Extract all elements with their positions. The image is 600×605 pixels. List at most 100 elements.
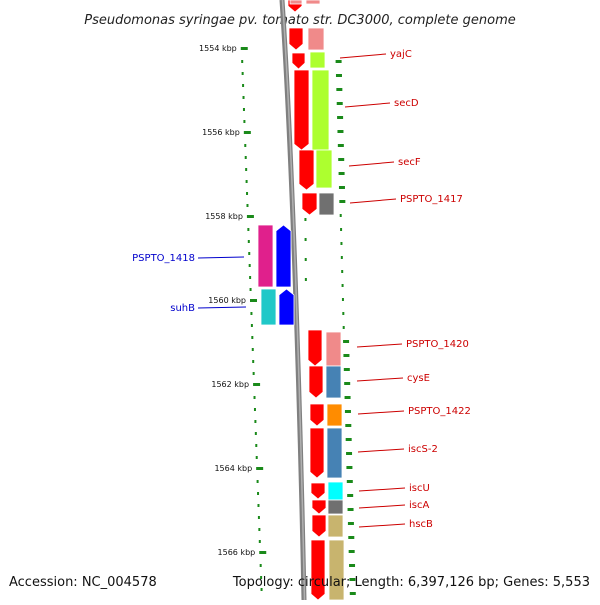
cds-arrow	[288, 27, 304, 51]
outer-dot	[335, 60, 342, 63]
cog-box	[315, 149, 333, 189]
sequence-backbone-highlight	[281, 0, 306, 601]
scale-label-1564: 1564 kbp	[214, 464, 252, 473]
gene-features	[257, 0, 345, 601]
outer-dot	[348, 536, 355, 539]
scale-dot	[255, 456, 258, 459]
scale-dot	[245, 180, 248, 183]
scale-dot	[242, 96, 245, 99]
cds-arrow	[310, 482, 326, 500]
gene-label-secF[interactable]: secF	[398, 157, 421, 168]
scale-label-1562: 1562 kbp	[211, 380, 249, 389]
label-line	[358, 523, 406, 528]
scale-dotted-line	[241, 60, 263, 591]
label-line	[348, 161, 395, 167]
cog-box	[318, 192, 335, 216]
outer-dot	[341, 298, 344, 301]
outer-dot	[304, 238, 307, 241]
scale-dot	[248, 264, 251, 267]
scale-tick	[250, 299, 257, 302]
outer-dot	[304, 218, 307, 221]
gene-label-pspto-1422[interactable]: PSPTO_1422	[408, 406, 471, 417]
scale-label-1558: 1558 kbp	[205, 212, 243, 221]
cds-arrow-reverse	[278, 288, 295, 326]
outer-dot	[337, 144, 344, 147]
outer-dot	[338, 186, 345, 189]
scale-dot	[245, 168, 248, 171]
gene-label-yajC[interactable]: yajC	[390, 49, 412, 60]
outer-dot	[344, 382, 351, 385]
gene-label-suhB[interactable]: suhB	[170, 303, 195, 314]
scale-dot	[247, 228, 250, 231]
outer-dot	[340, 256, 343, 259]
cog-box	[325, 365, 342, 399]
gene-label-iscS-2[interactable]: iscS-2	[408, 444, 438, 455]
label-line	[197, 256, 245, 259]
cds-arrow	[310, 539, 326, 601]
outer-dot	[337, 116, 344, 119]
scale-ticks	[240, 47, 267, 554]
map-title: Pseudomonas syringae pv. tomato str. DC3…	[84, 13, 516, 28]
outer-dot	[341, 284, 344, 287]
outer-dot	[343, 354, 350, 357]
scale-dot	[259, 564, 262, 567]
gene-label-iscA[interactable]: iscA	[409, 500, 429, 511]
cog-box	[309, 51, 326, 69]
outer-dot	[346, 466, 353, 469]
scale-dot	[242, 108, 245, 111]
cds-arrow	[309, 403, 325, 427]
gene-label-cysE[interactable]: cysE	[407, 373, 430, 384]
scale-dot	[253, 396, 256, 399]
scale-dot	[258, 540, 261, 543]
label-line	[344, 102, 391, 108]
outer-dot	[342, 326, 345, 329]
gene-label-hscB[interactable]: hscB	[409, 519, 433, 530]
cog-box	[289, 0, 303, 5]
gene-label-pspto-1417[interactable]: PSPTO_1417	[400, 194, 463, 205]
cds-arrow	[309, 427, 325, 479]
outer-dot	[343, 340, 350, 343]
cds-arrow	[311, 499, 327, 515]
label-line	[358, 504, 406, 509]
label-line	[349, 198, 397, 204]
gene-label-iscU[interactable]: iscU	[409, 483, 430, 494]
cds-arrow	[301, 192, 318, 216]
outer-dot	[341, 270, 344, 273]
outer-dot	[340, 242, 343, 245]
scale-dot	[246, 204, 249, 207]
outer-dot	[345, 438, 352, 441]
scale-tick	[253, 383, 261, 386]
outer-dot	[347, 508, 354, 511]
gene-label-pspto-1418[interactable]: PSPTO_1418	[132, 253, 195, 264]
scale-dot	[260, 588, 263, 591]
outer-dot	[342, 312, 345, 315]
label-line	[357, 410, 405, 415]
scale-dot	[246, 192, 249, 195]
scale-dot	[250, 312, 253, 315]
cog-box	[307, 27, 325, 51]
scale-dot	[244, 144, 247, 147]
cog-box	[260, 288, 277, 326]
scale-dot	[249, 288, 252, 291]
gene-label-pspto-1420[interactable]: PSPTO_1420	[406, 339, 469, 350]
scale-dot	[247, 240, 250, 243]
scale-tick	[256, 467, 264, 470]
outer-dot	[349, 592, 356, 595]
scale-dot	[256, 480, 259, 483]
gene-label-secD[interactable]: secD	[394, 98, 419, 109]
topology-text: Topology: circular; Length: 6,397,126 bp…	[232, 575, 590, 590]
scale-label-1556: 1556 kbp	[202, 128, 240, 137]
scale-dot	[255, 444, 258, 447]
label-line	[197, 306, 247, 309]
scale-dot	[252, 360, 255, 363]
outer-dot	[349, 578, 356, 581]
cds-arrow	[298, 149, 315, 191]
label-lines	[197, 53, 406, 528]
outer-dot	[349, 564, 356, 567]
cog-box	[326, 403, 343, 427]
scale-dot	[254, 432, 257, 435]
outer-dot	[336, 102, 343, 105]
scale-dot	[257, 492, 260, 495]
